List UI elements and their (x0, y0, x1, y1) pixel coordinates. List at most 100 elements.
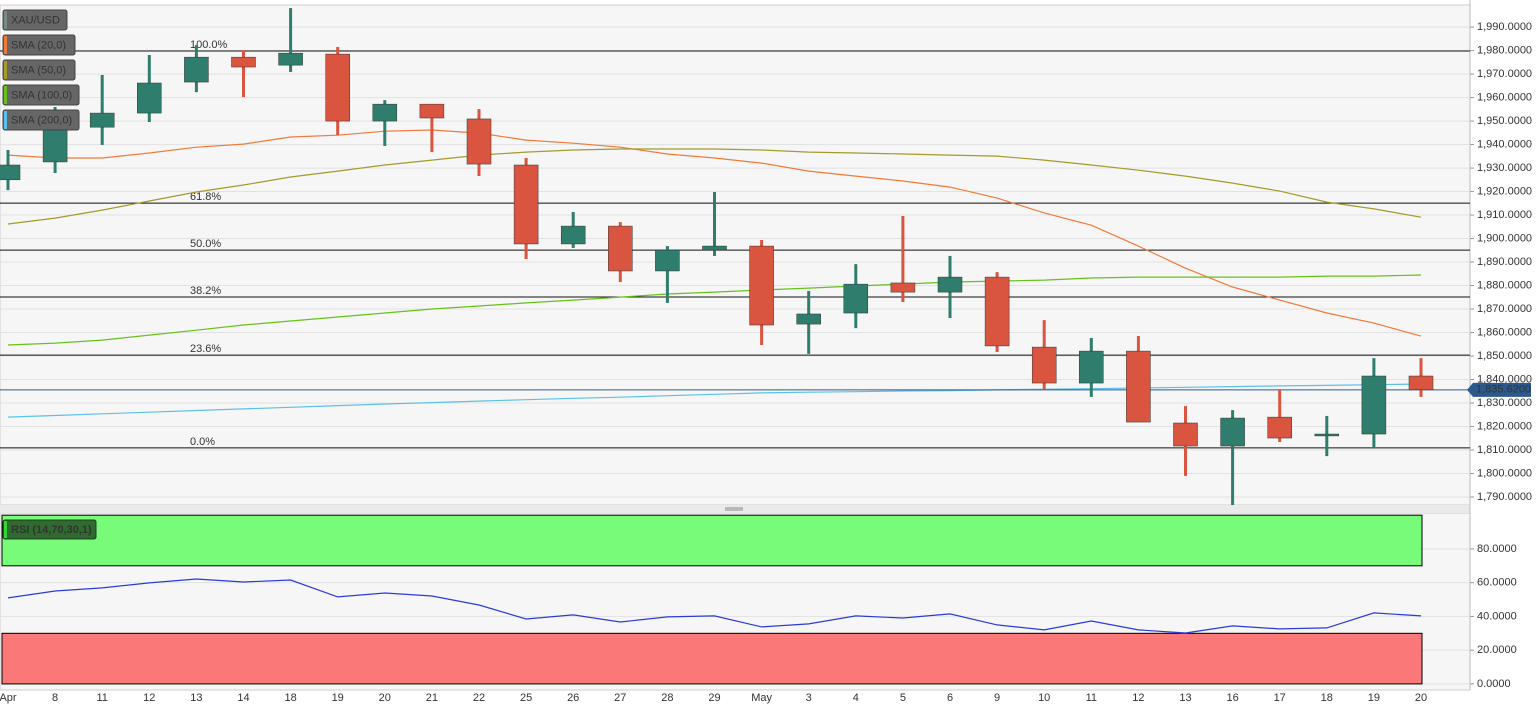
fib-label: 23.6% (190, 343, 221, 355)
last-price-box (1467, 382, 1531, 397)
y-tick-label: 1,810.0000 (1477, 444, 1532, 456)
x-tick-label: 20 (1415, 692, 1427, 704)
candle-body (419, 103, 445, 119)
candle-body (655, 249, 680, 272)
legend-label: SMA (20,0) (11, 39, 66, 51)
rsi-zone (1, 514, 1423, 567)
candle-body (890, 282, 916, 293)
legend-badge[interactable] (2, 84, 80, 106)
legend-badge[interactable] (2, 59, 76, 81)
candle-body (843, 283, 869, 314)
x-tick-label: 6 (947, 692, 953, 704)
price-plot: 100.0% 61.8% 50.0% 38.2% 23.6% 0.0% (0, 8, 1470, 505)
candle-body (1408, 375, 1434, 391)
candle-body (937, 276, 963, 293)
legend-badge[interactable] (2, 9, 68, 31)
candle-body (1361, 375, 1387, 435)
y-tick-label: 1,920.0000 (1477, 185, 1532, 197)
candle-body (372, 103, 398, 122)
y-tick-label: 1,960.0000 (1477, 91, 1532, 103)
candle-body (0, 164, 21, 181)
x-tick-label: 13 (1179, 692, 1191, 704)
y-tick-label: 0.0000 (1477, 678, 1511, 690)
candle-body (1173, 422, 1198, 447)
x-tick-label: 28 (661, 692, 673, 704)
y-tick-label: 1,820.0000 (1477, 420, 1532, 432)
x-tick-label: 20 (379, 692, 391, 704)
x-tick-label: 25 (520, 692, 532, 704)
fib-label: 38.2% (190, 285, 221, 297)
legend-label: SMA (100,0) (11, 89, 72, 101)
candle-body (184, 56, 209, 83)
x-tick-label: 9 (994, 692, 1000, 704)
candle-body (1267, 416, 1292, 439)
y-tick-label: 1,890.0000 (1477, 256, 1532, 268)
candle-body (42, 124, 68, 163)
fib-label: 50.0% (190, 238, 221, 250)
y-tick-label: 20.0000 (1477, 644, 1517, 656)
legend-swatch (4, 11, 7, 29)
x-tick-label: 12 (143, 692, 155, 704)
y-tick-label: 1,800.0000 (1477, 467, 1532, 479)
x-tick-label: 27 (614, 692, 626, 704)
divider-handle (725, 507, 743, 511)
sma-line (7, 274, 1422, 346)
legend-badge[interactable] (2, 34, 76, 56)
fib-label: 100.0% (190, 39, 228, 51)
x-tick-label: 21 (426, 692, 438, 704)
candle-body (560, 225, 586, 245)
y-tick-label: 1,950.0000 (1477, 115, 1532, 127)
price-panel (0, 4, 1471, 506)
legend: XAU/USD SMA (20,0) SMA (50,0) SMA (100,0) SM… (2, 9, 97, 540)
y-tick-label: 1,830.0000 (1477, 397, 1532, 409)
y-tick-label: 1,870.0000 (1477, 303, 1532, 315)
y-tick-label: 80.0000 (1477, 543, 1517, 555)
x-tick-label: 5 (900, 692, 906, 704)
candle-body (1126, 350, 1151, 423)
candle-body (89, 112, 115, 128)
legend-label: RSI (14,70,30,1) (11, 524, 92, 536)
x-tick-label: 19 (1368, 692, 1380, 704)
candle-body (1079, 350, 1104, 384)
legend-swatch (4, 36, 7, 54)
y-tick-label: 1,910.0000 (1477, 209, 1532, 221)
y-tick-label: 1,850.0000 (1477, 350, 1532, 362)
y-tick-label: 1,980.0000 (1477, 44, 1532, 56)
x-tick-label: 8 (52, 692, 58, 704)
candle-body (1220, 417, 1245, 447)
candle-body (702, 245, 727, 251)
legend-badge[interactable] (2, 519, 97, 540)
candle-body (796, 313, 821, 325)
x-tick-label: 18 (284, 692, 296, 704)
legend-swatch (4, 61, 7, 79)
sma-line (7, 129, 1422, 337)
panel-divider[interactable] (0, 505, 1470, 513)
legend-badge[interactable] (2, 109, 80, 131)
candle-body (608, 225, 633, 272)
x-tick-label: 29 (708, 692, 720, 704)
x-tick-label: 10 (1038, 692, 1050, 704)
x-tick-label: 11 (96, 692, 107, 704)
y-tick-label: 1,860.0000 (1477, 326, 1532, 338)
candle-body (278, 52, 303, 66)
y-tick-label: 1,970.0000 (1477, 68, 1532, 80)
y-tick-label: 1,790.0000 (1477, 491, 1532, 503)
x-tick-label: 13 (190, 692, 202, 704)
y-tick-label: 1,930.0000 (1477, 162, 1532, 174)
candle-body (513, 164, 539, 245)
legend-label: SMA (50,0) (11, 64, 66, 76)
y-tick-label: 1,940.0000 (1477, 138, 1532, 150)
rsi-line (7, 578, 1422, 634)
fib-label: 0.0% (190, 436, 215, 448)
legend-swatch (4, 86, 7, 104)
y-tick-label: 1,880.0000 (1477, 279, 1532, 291)
x-tick-label: 26 (567, 692, 579, 704)
x-tick-label: 3 (806, 692, 812, 704)
candle-body (749, 245, 774, 326)
x-tick-label: 22 (473, 692, 485, 704)
x-tick-label: May (751, 692, 772, 704)
x-tick-label: 12 (1132, 692, 1144, 704)
candle-body (325, 53, 350, 122)
